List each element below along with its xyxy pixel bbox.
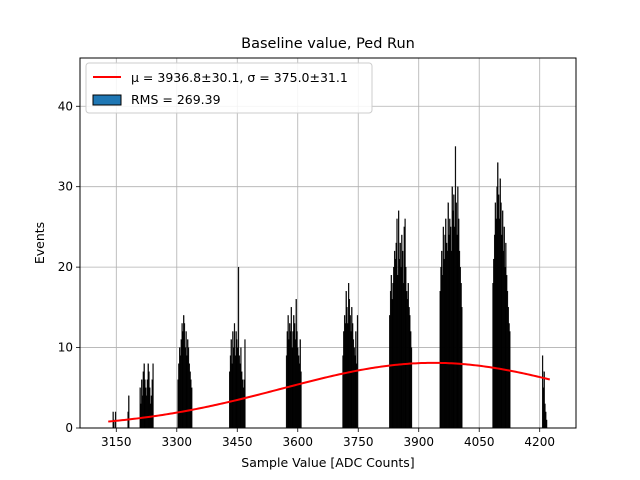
legend-box [85, 62, 373, 114]
x-tick-label: 4050 [464, 435, 495, 449]
histogram-bar [509, 331, 511, 429]
legend-fit-label: μ = 3936.8±30.1, σ = 375.0±31.1 [131, 70, 348, 85]
gaussian-fit-line [108, 361, 551, 423]
x-tick-label: 4200 [524, 435, 555, 449]
x-tick-label: 3900 [403, 435, 434, 449]
legend: μ = 3936.8±30.1, σ = 375.0±31.1 RMS = 26… [85, 62, 373, 114]
y-tick-label: 10 [58, 341, 73, 355]
histogram-bar [300, 371, 302, 429]
histogram-bar [152, 363, 154, 429]
x-tick-label: 3150 [101, 435, 132, 449]
histogram-bar [356, 315, 359, 429]
legend-hist-label: RMS = 269.39 [131, 92, 221, 107]
histogram-bar [546, 419, 548, 429]
plot-frame [79, 57, 577, 429]
histogram-bar [461, 307, 463, 429]
histogram-bars [112, 146, 548, 429]
y-tick-label: 30 [58, 180, 73, 194]
histogram-bar [244, 339, 246, 429]
x-tick-label: 3600 [282, 435, 313, 449]
x-tick-label: 3750 [343, 435, 374, 449]
y-axis-ticks: 0 10 20 30 40 [58, 99, 80, 435]
x-axis-ticks: 3150 3300 3450 3600 3750 3900 4050 4200 [101, 428, 555, 449]
legend-hist-swatch [92, 94, 122, 106]
histogram-bar [128, 395, 130, 429]
y-tick-label: 40 [58, 99, 73, 113]
y-tick-label: 0 [65, 421, 73, 435]
chart-title: Baseline value, Ped Run [241, 36, 415, 52]
histogram-bar [191, 387, 193, 429]
histogram-bar [410, 347, 413, 429]
x-tick-label: 3450 [222, 435, 253, 449]
x-tick-label: 3300 [162, 435, 193, 449]
x-axis-label: Sample Value [ADC Counts] [241, 455, 414, 470]
y-tick-label: 20 [58, 260, 73, 274]
y-axis-label: Events [32, 222, 47, 264]
